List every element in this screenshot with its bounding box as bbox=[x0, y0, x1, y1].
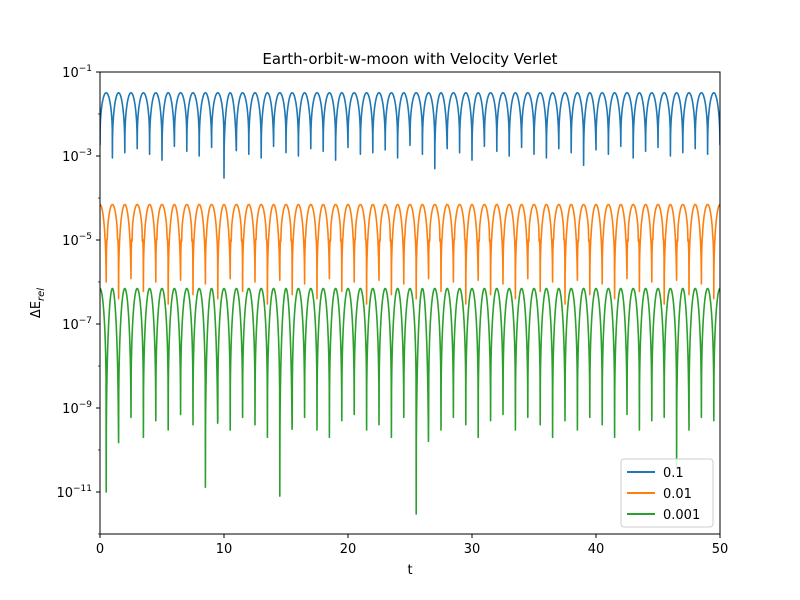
y-tick-label: 10−3 bbox=[62, 148, 92, 165]
x-tick-label: 10 bbox=[216, 542, 233, 557]
legend-box bbox=[620, 458, 714, 528]
y-tick-label-base: 10 bbox=[62, 66, 79, 81]
x-tick-label: 20 bbox=[340, 542, 357, 557]
y-tick-label: 10−5 bbox=[62, 232, 92, 249]
y-tick-label-exponent: −9 bbox=[79, 400, 93, 410]
legend-label: 0.1 bbox=[663, 466, 684, 481]
y-tick-label-base: 10 bbox=[62, 318, 79, 333]
y-axis-label-group: ΔErel bbox=[29, 288, 47, 318]
x-tick-label: 50 bbox=[712, 542, 729, 557]
legend-label: 0.01 bbox=[663, 487, 692, 502]
y-tick-label-exponent: −11 bbox=[73, 484, 92, 494]
x-axis: 0 10 20 30 40 50 bbox=[96, 534, 728, 557]
legend: 0.1 0.01 0.001 bbox=[620, 458, 714, 528]
y-tick-label-exponent: −5 bbox=[79, 232, 92, 242]
y-tick-label: 10−9 bbox=[62, 400, 92, 417]
y-axis-label-main: ΔE bbox=[29, 301, 44, 318]
y-tick-label-exponent: −7 bbox=[79, 316, 92, 326]
plot-frame bbox=[99, 71, 721, 535]
series-line-0 bbox=[100, 91, 720, 179]
y-tick-label-exponent: −1 bbox=[79, 64, 92, 74]
y-tick-label-exponent: −3 bbox=[79, 148, 92, 158]
x-tick-label: 30 bbox=[464, 542, 481, 557]
series-line-1 bbox=[100, 203, 720, 305]
y-tick-label-base: 10 bbox=[56, 486, 73, 501]
y-tick-label-base: 10 bbox=[62, 402, 79, 417]
x-axis-label: t bbox=[407, 563, 412, 578]
legend-label: 0.001 bbox=[663, 508, 700, 523]
series-layer bbox=[100, 91, 720, 515]
y-tick-label-base: 10 bbox=[62, 150, 79, 165]
series-line-2 bbox=[100, 287, 720, 515]
y-axis-label: ΔErel bbox=[29, 288, 47, 318]
y-tick-label: 10−1 bbox=[62, 64, 92, 81]
chart-title: Earth-orbit-w-moon with Velocity Verlet bbox=[262, 50, 557, 68]
y-tick-label: 10−11 bbox=[56, 484, 92, 501]
x-tick-label: 40 bbox=[588, 542, 605, 557]
x-tick-label: 0 bbox=[96, 542, 104, 557]
y-tick-label-base: 10 bbox=[62, 234, 79, 249]
y-axis-label-subscript: rel bbox=[36, 288, 47, 301]
y-tick-label: 10−7 bbox=[62, 316, 92, 333]
